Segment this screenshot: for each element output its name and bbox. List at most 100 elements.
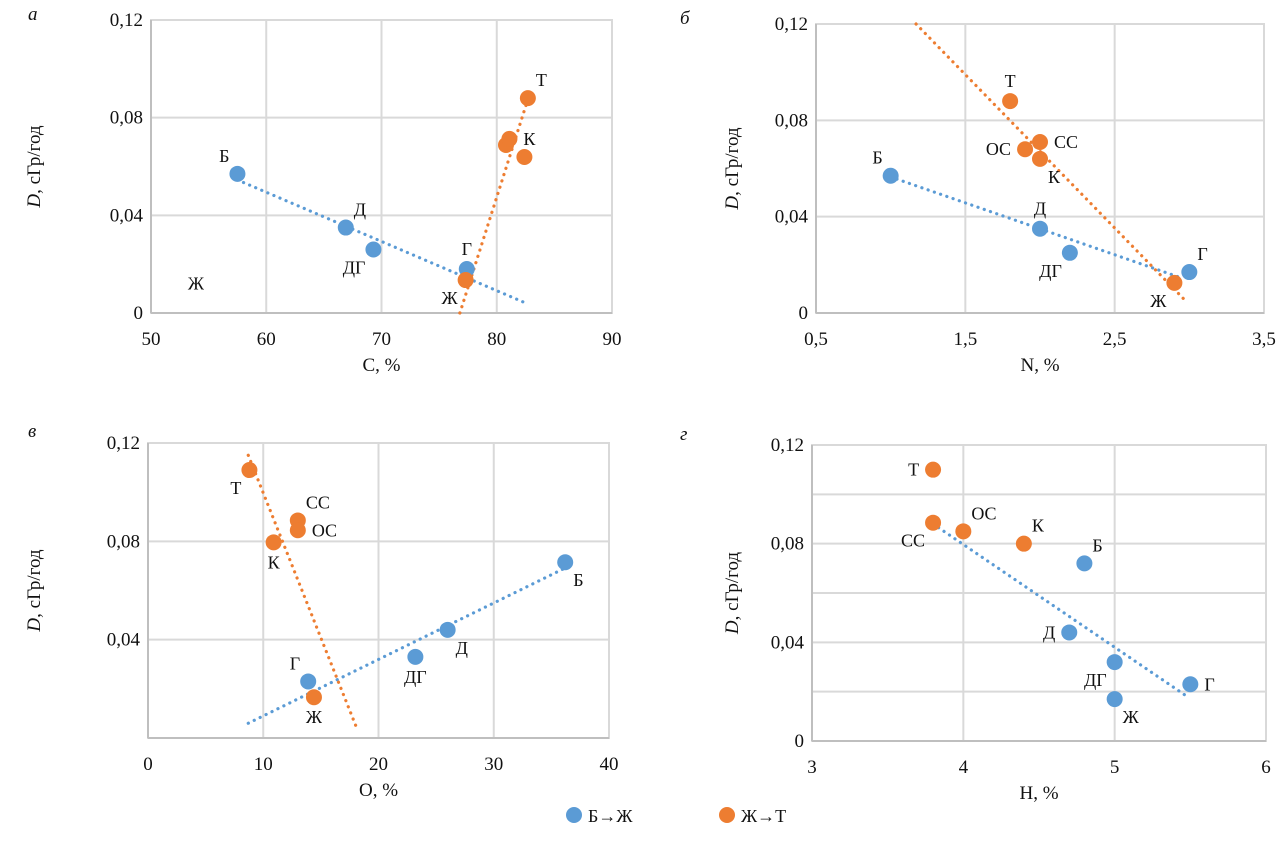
data-label: СС — [306, 492, 330, 512]
data-label: ОС — [971, 503, 996, 523]
y-tick-label: 0,04 — [110, 205, 144, 226]
panel-letter: а — [28, 4, 38, 25]
data-label: К — [268, 552, 281, 572]
x-tick-label: 3 — [807, 757, 817, 778]
y-tick-label: 0 — [134, 303, 144, 324]
data-label: СС — [1054, 132, 1078, 152]
data-label: К — [1032, 516, 1045, 536]
data-point-bzh — [229, 165, 246, 182]
data-point-zht — [1166, 274, 1183, 291]
data-label: Д — [1043, 622, 1055, 642]
y-tick-label: 0 — [799, 303, 809, 324]
x-tick-label: 4 — [959, 757, 969, 778]
x-tick-label: 40 — [600, 754, 619, 775]
x-tick-label: 20 — [369, 754, 388, 775]
data-point-zht — [925, 461, 942, 478]
x-axis-title: О, % — [359, 780, 398, 801]
x-tick-label: 2,5 — [1103, 329, 1127, 350]
panel-letter: г — [680, 424, 687, 445]
x-tick-label: 0,5 — [804, 329, 828, 350]
x-tick-label: 70 — [372, 329, 391, 350]
data-point-zht — [1002, 93, 1019, 110]
trendline-zht — [914, 22, 1185, 301]
data-point-bzh — [1106, 654, 1123, 671]
trendline-bzh — [889, 175, 1184, 280]
x-tick-label: 90 — [603, 329, 622, 350]
panel-a: а 50 60 70 80 90 0 0,04 0,08 0,12 С, % D, сГр/год Б Д… — [24, 4, 622, 376]
data-label: Б — [573, 570, 583, 590]
data-label: К — [1048, 167, 1061, 187]
data-point-bzh — [407, 648, 424, 665]
data-label: ДГ — [1039, 261, 1062, 281]
legend-label-bzh: Б→Ж — [588, 806, 633, 826]
data-label: Г — [1204, 674, 1214, 694]
legend-item-zht: Ж→Т — [719, 806, 786, 826]
x-tick-label: 5 — [1110, 757, 1120, 778]
x-tick-label: 80 — [487, 329, 506, 350]
data-label: ДГ — [1084, 670, 1107, 690]
y-axis-title-unit: , сГр/год — [722, 127, 743, 196]
y-tick-label: 0 — [795, 731, 805, 752]
annotation-label: Ж — [188, 274, 205, 294]
y-axis-title-symbol: D — [722, 196, 743, 211]
x-tick-label: 0 — [143, 754, 153, 775]
data-point-bzh — [1106, 691, 1123, 708]
data-point-zht — [519, 90, 536, 107]
data-label: Т — [536, 70, 547, 90]
data-point-zht — [241, 462, 258, 479]
x-tick-label: 60 — [257, 329, 276, 350]
data-point-zht — [1032, 150, 1048, 167]
data-label: ОС — [312, 520, 337, 540]
y-axis-title-symbol: D — [24, 194, 45, 209]
data-point-bzh — [365, 241, 382, 258]
data-label: К — [523, 129, 536, 149]
y-tick-label: 0,08 — [107, 531, 140, 552]
y-axis-title-symbol: D — [24, 618, 45, 633]
trendline-zht — [246, 453, 360, 733]
data-label: Д — [456, 638, 468, 658]
panel-b: б 0,5 1,5 2,5 3,5 0 0,04 0,08 0,12 N, % D, сГр/год… — [680, 8, 1276, 376]
y-tick-label: 0,12 — [110, 10, 143, 31]
legend-label-zht: Ж→Т — [741, 806, 786, 826]
data-label: Ж — [1123, 707, 1140, 727]
data-point-bzh — [557, 554, 574, 571]
panel-g: г 3 4 5 6 0 0,04 0,08 0,12 H, % D, сГр/год Б Д ДГ Ж Г Т С… — [680, 424, 1271, 804]
panel-v: в 0 10 20 30 40 0,04 0,08 0,12 О, % D, сГр/год Б Д ДГ… — [24, 421, 619, 801]
x-tick-label: 50 — [142, 329, 161, 350]
data-label: Ж — [1150, 291, 1167, 311]
data-point-zht — [289, 522, 306, 539]
y-axis-title-unit: , сГр/год — [24, 549, 45, 618]
data-point-zht — [457, 272, 474, 289]
data-label: Т — [230, 478, 241, 498]
y-tick-label: 0,08 — [775, 110, 808, 131]
y-axis-title: D, сГр/год — [722, 127, 743, 211]
trendline-bzh — [931, 522, 1189, 699]
data-label: Т — [908, 460, 919, 480]
data-point-bzh — [1061, 624, 1078, 641]
data-point-bzh — [300, 673, 317, 690]
data-point-zht — [925, 514, 942, 531]
x-tick-label: 3,5 — [1252, 329, 1276, 350]
data-label: Б — [872, 148, 882, 168]
data-point-zht — [955, 523, 972, 540]
y-axis-title: D, сГр/год — [24, 125, 45, 209]
data-point-bzh — [882, 167, 899, 184]
data-point-zht — [1017, 141, 1034, 158]
data-label: СС — [901, 531, 925, 551]
x-tick-label: 6 — [1261, 757, 1271, 778]
legend: Б→Ж Ж→Т — [566, 806, 786, 826]
legend-marker-zht — [719, 807, 735, 823]
legend-marker-bzh — [566, 807, 582, 823]
data-label: Г — [1197, 244, 1207, 264]
data-point-zht — [516, 148, 533, 165]
data-point-zht — [1032, 134, 1048, 151]
y-axis-title: D, сГр/год — [24, 549, 45, 633]
y-tick-label: 0,04 — [771, 632, 805, 653]
data-label: Ж — [441, 288, 458, 308]
data-point-bzh — [1181, 264, 1198, 281]
x-tick-label: 30 — [484, 754, 503, 775]
data-label: ДГ — [343, 258, 366, 278]
y-tick-label: 0,08 — [771, 534, 804, 555]
data-label: Д — [1034, 199, 1046, 219]
